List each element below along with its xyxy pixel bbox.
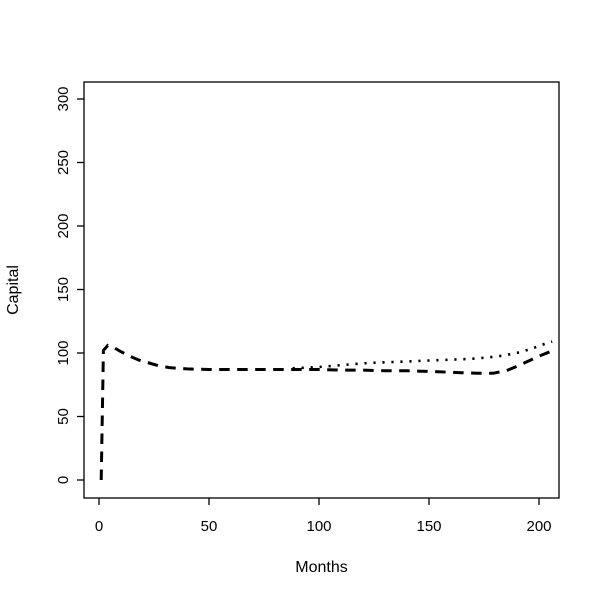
y-tick-label: 250 [55, 150, 72, 175]
data-series [99, 340, 553, 481]
y-tick-label: 50 [55, 408, 72, 425]
y-tick-label: 100 [55, 340, 72, 365]
x-axis-title: Months [295, 559, 347, 576]
x-tick-label: 50 [201, 518, 218, 535]
y-tick-label: 0 [55, 476, 72, 484]
dashed-series-line [99, 343, 551, 481]
y-tick-label: 300 [55, 86, 72, 111]
plot-box [83, 81, 560, 499]
x-tick-label: 0 [95, 518, 103, 535]
dotted-series-line [292, 340, 553, 370]
y-tick-label: 200 [55, 213, 72, 238]
y-axis-title: Capital [5, 265, 22, 315]
y-tick-label: 150 [55, 277, 72, 302]
x-tick-label: 200 [526, 518, 551, 535]
x-tick-label: 100 [306, 518, 331, 535]
axis-ticks: 0 50 100 150 200 0 50 100 150 200 250 300 [55, 86, 552, 535]
x-tick-label: 150 [416, 518, 441, 535]
